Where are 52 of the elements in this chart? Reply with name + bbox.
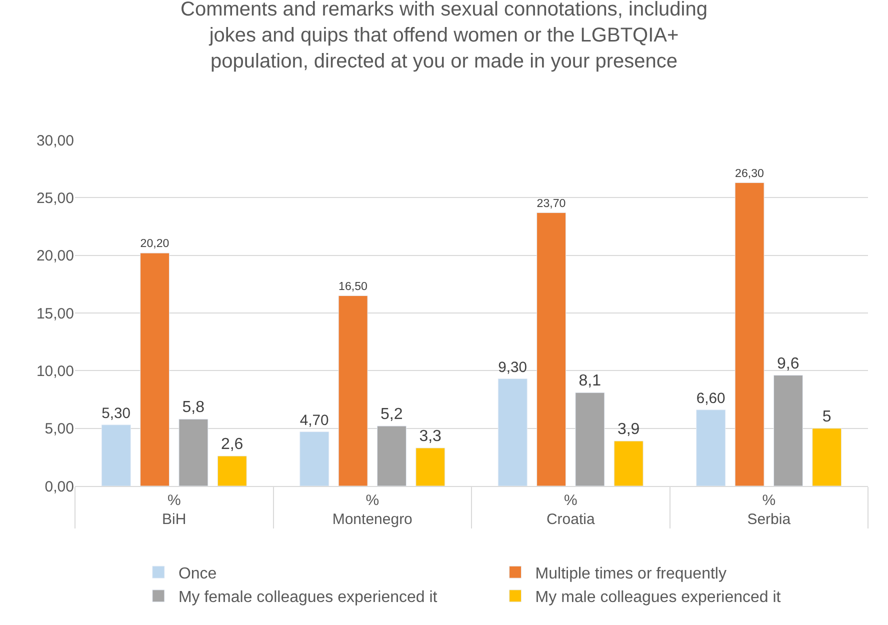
y-tick-label: 20,00	[36, 248, 74, 265]
bar	[734, 182, 764, 486]
bar	[498, 378, 528, 486]
bar	[614, 440, 644, 486]
y-tick-label: 25,00	[36, 190, 74, 207]
data-label: 5,2	[380, 406, 403, 424]
x-tick-label: Croatia	[546, 511, 596, 528]
bar	[696, 410, 726, 486]
bar	[536, 212, 566, 486]
data-label: 9,30	[498, 360, 528, 376]
data-label: 3,3	[419, 428, 442, 445]
bar	[376, 426, 406, 486]
data-label: 5	[822, 408, 832, 426]
data-label: 5,30	[102, 406, 131, 422]
bar	[178, 418, 208, 486]
data-label: 16,50	[338, 280, 368, 293]
data-label: 9,6	[777, 355, 800, 372]
data-label: 23,70	[536, 198, 566, 210]
text: %	[564, 492, 578, 509]
bar	[812, 428, 842, 486]
data-label: 3,9	[617, 421, 640, 438]
legend-label: Multiple times or frequently	[535, 565, 726, 582]
y-tick-label: 5,00	[44, 420, 74, 438]
data-label: 20,20	[140, 238, 170, 250]
data-label: 26,30	[735, 168, 764, 180]
bar	[101, 424, 131, 486]
y-tick-label: 0,00	[44, 478, 74, 496]
text: %	[366, 492, 380, 509]
bar	[416, 448, 446, 486]
y-tick-label: 10,00	[36, 362, 74, 380]
chart-title: Comments and remarks with sexual connotations, including jokes and quips that offend women or the LGBTQIA+ population, directed at you or made in your presence	[180, 0, 708, 73]
bar	[773, 375, 803, 486]
bar	[140, 252, 170, 486]
bar	[575, 392, 605, 486]
x-axis-title: %	[167, 492, 181, 509]
data-label: 6,60	[696, 391, 726, 408]
text: %	[762, 492, 776, 509]
x-tick-label: BiH	[162, 511, 186, 528]
y-tick-label: 30,00	[36, 132, 74, 150]
bar	[338, 295, 368, 486]
bar	[217, 456, 247, 486]
legend-label: Once	[178, 565, 217, 582]
data-label: 4,70	[300, 413, 329, 430]
bar	[300, 432, 330, 486]
data-label: 8,1	[578, 372, 602, 390]
data-label: 5,8	[182, 399, 205, 416]
y-tick-label: 15,00	[36, 305, 74, 322]
legend-label: My male colleagues experienced it	[535, 589, 782, 606]
data-label: 2,6	[220, 436, 244, 454]
legend-label: My female colleagues experienced it	[178, 589, 438, 606]
x-tick-label: Serbia	[747, 511, 792, 528]
x-tick-label: Montenegro	[332, 511, 412, 528]
